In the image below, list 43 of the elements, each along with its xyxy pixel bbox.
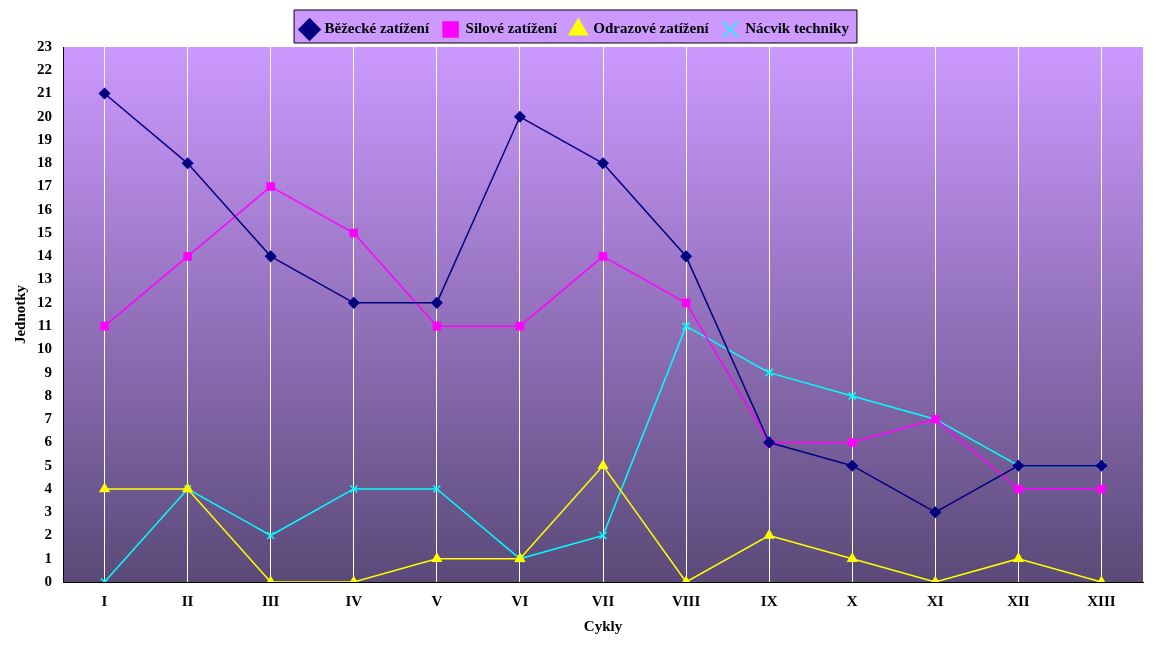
- y-tick-label: 0: [44, 572, 52, 589]
- x-tick-label: X: [846, 592, 858, 609]
- y-tick-label: 21: [37, 84, 52, 101]
- legend-label: Odrazové zatížení: [593, 20, 710, 37]
- x-tick-label: III: [261, 592, 280, 609]
- y-tick-label: 16: [37, 200, 53, 217]
- x-tick-label: VII: [591, 592, 615, 609]
- y-tick-label: 19: [37, 130, 52, 147]
- y-tick-label: 17: [37, 177, 53, 194]
- y-tick-label: 2: [44, 526, 52, 543]
- x-tick-label: IX: [760, 592, 778, 609]
- y-axis-title: Jednotky: [11, 284, 28, 345]
- x-tick-label: I: [101, 592, 108, 609]
- y-tick-label: 4: [44, 479, 53, 496]
- y-tick-label: 3: [44, 503, 52, 520]
- x-tick-label: II: [181, 592, 194, 609]
- x-tick-label: XIII: [1087, 592, 1116, 609]
- x-tick-label: IV: [345, 592, 363, 609]
- y-tick-label: 22: [37, 61, 52, 78]
- legend-label: Silové zatížení: [465, 20, 558, 37]
- y-tick-label: 6: [44, 433, 53, 450]
- y-tick-label: 9: [44, 363, 52, 380]
- x-tick-label: XI: [926, 592, 944, 609]
- y-tick-label: 10: [37, 340, 52, 357]
- legend-label: Nácvik techniky: [745, 20, 850, 37]
- x-tick-label: XII: [1007, 592, 1030, 609]
- y-tick-label: 13: [37, 270, 52, 287]
- x-tick-label: VI: [511, 592, 529, 609]
- legend-label: Běžecké zatížení: [324, 20, 430, 37]
- y-tick-label: 18: [37, 154, 52, 171]
- y-tick-label: 12: [37, 293, 52, 310]
- x-tick-label: VIII: [671, 592, 701, 609]
- x-tick-label: V: [431, 592, 443, 609]
- y-tick-label: 20: [37, 107, 52, 124]
- y-tick-label: 15: [37, 223, 52, 240]
- y-tick-label: 23: [37, 37, 52, 54]
- y-tick-label: 14: [37, 247, 53, 264]
- y-tick-label: 1: [44, 549, 52, 566]
- y-tick-label: 7: [44, 410, 53, 427]
- x-axis-title: Cykly: [583, 617, 623, 634]
- y-tick-label: 8: [44, 386, 52, 403]
- y-tick-label: 11: [37, 317, 52, 334]
- y-tick-label: 5: [44, 456, 52, 473]
